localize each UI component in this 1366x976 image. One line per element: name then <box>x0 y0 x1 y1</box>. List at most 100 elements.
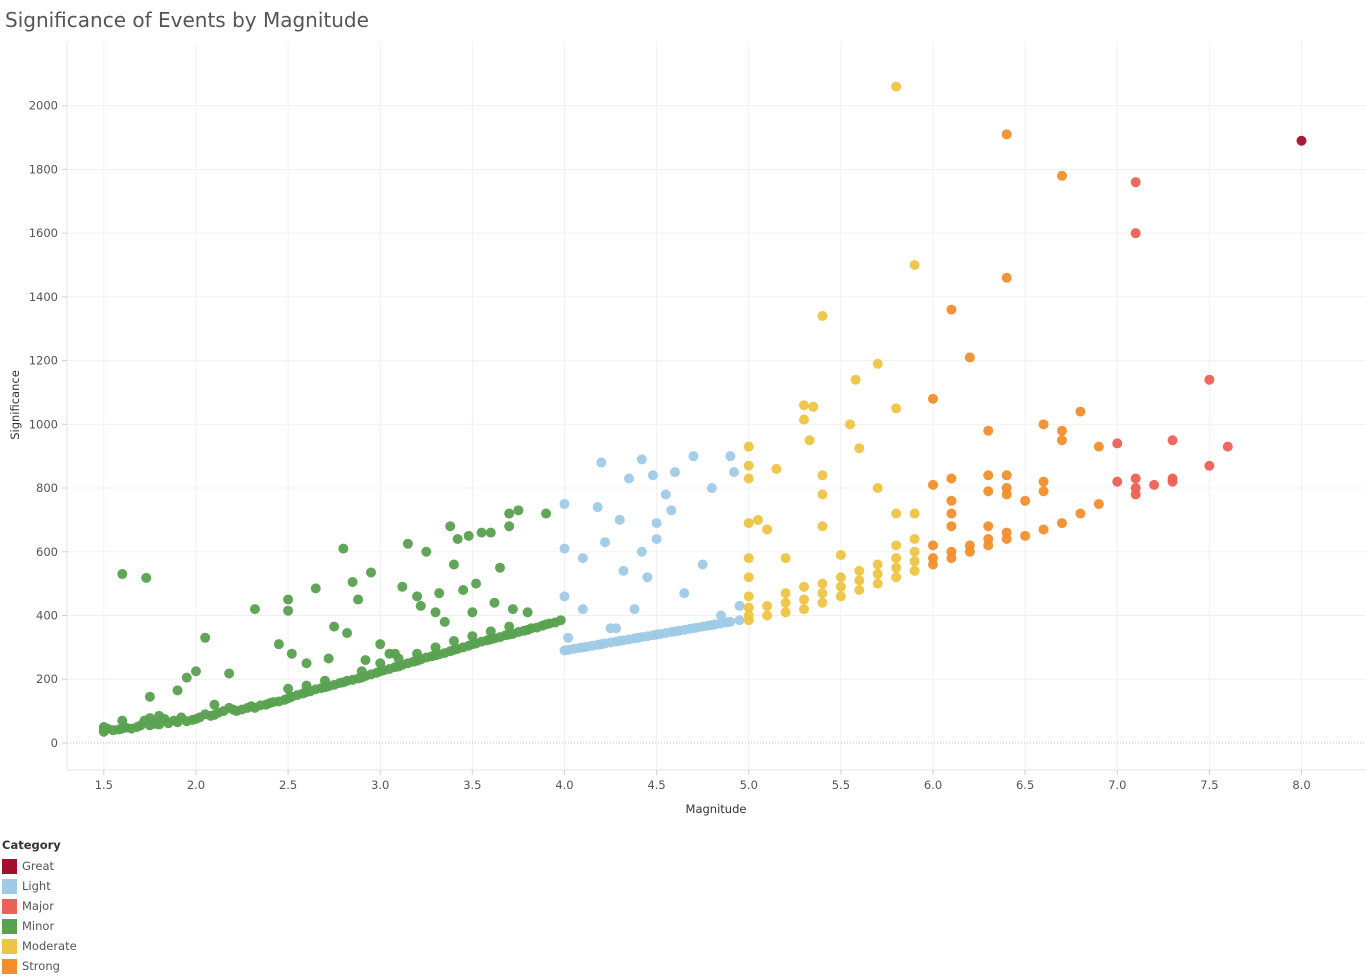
scatter-point-minor[interactable] <box>495 562 505 573</box>
scatter-point-light[interactable] <box>725 451 736 462</box>
scatter-point-moderate[interactable] <box>854 575 865 586</box>
scatter-point-moderate[interactable] <box>817 310 828 321</box>
scatter-point-minor[interactable] <box>412 591 423 602</box>
scatter-point-moderate[interactable] <box>872 559 883 570</box>
scatter-point-strong[interactable] <box>1038 419 1049 430</box>
scatter-point-minor[interactable] <box>467 607 478 618</box>
scatter-point-moderate[interactable] <box>799 604 810 615</box>
scatter-point-major[interactable] <box>1130 489 1141 500</box>
scatter-point-moderate[interactable] <box>743 591 754 602</box>
scatter-point-moderate[interactable] <box>743 518 754 529</box>
scatter-point-strong[interactable] <box>983 470 994 481</box>
scatter-point-strong[interactable] <box>1056 518 1067 529</box>
scatter-point-strong[interactable] <box>1001 527 1012 538</box>
scatter-point-strong[interactable] <box>1001 489 1012 500</box>
scatter-point-moderate[interactable] <box>817 489 828 500</box>
scatter-point-moderate[interactable] <box>854 565 865 576</box>
scatter-point-moderate[interactable] <box>891 508 902 519</box>
scatter-point-light[interactable] <box>577 604 588 615</box>
scatter-point-minor[interactable] <box>323 653 334 664</box>
scatter-point-light[interactable] <box>618 565 629 576</box>
scatter-point-major[interactable] <box>1149 479 1160 490</box>
scatter-point-moderate[interactable] <box>743 572 754 583</box>
scatter-point-minor[interactable] <box>452 534 463 545</box>
scatter-point-strong[interactable] <box>928 479 938 490</box>
scatter-point-minor[interactable] <box>439 616 450 627</box>
scatter-point-moderate[interactable] <box>891 81 902 92</box>
scatter-point-minor[interactable] <box>141 572 152 583</box>
scatter-point-strong[interactable] <box>946 508 957 519</box>
scatter-point-light[interactable] <box>636 454 647 465</box>
scatter-point-strong[interactable] <box>1020 530 1031 541</box>
scatter-point-minor[interactable] <box>513 505 524 516</box>
scatter-point-strong[interactable] <box>1038 486 1049 497</box>
scatter-point-moderate[interactable] <box>850 374 861 385</box>
scatter-point-major[interactable] <box>1112 476 1123 487</box>
scatter-point-moderate[interactable] <box>743 473 754 484</box>
scatter-point-moderate[interactable] <box>817 578 828 589</box>
scatter-point-minor[interactable] <box>200 632 211 643</box>
legend-item-light[interactable]: Light <box>2 876 77 896</box>
scatter-point-minor[interactable] <box>397 581 408 592</box>
scatter-point-moderate[interactable] <box>872 358 883 369</box>
scatter-point-light[interactable] <box>559 543 570 554</box>
scatter-point-strong[interactable] <box>946 521 957 532</box>
scatter-point-strong[interactable] <box>1020 495 1031 506</box>
scatter-point-light[interactable] <box>706 483 717 494</box>
scatter-point-light[interactable] <box>666 505 677 516</box>
scatter-point-light[interactable] <box>729 467 740 478</box>
scatter-point-strong[interactable] <box>1056 170 1067 181</box>
scatter-point-minor[interactable] <box>476 527 487 538</box>
scatter-point-major[interactable] <box>1222 441 1233 452</box>
scatter-point-minor[interactable] <box>249 604 260 615</box>
scatter-point-moderate[interactable] <box>909 260 920 271</box>
scatter-point-moderate[interactable] <box>872 569 883 580</box>
scatter-point-light[interactable] <box>629 604 640 615</box>
scatter-point-minor[interactable] <box>310 583 321 594</box>
legend-item-major[interactable]: Major <box>2 896 77 916</box>
scatter-point-light[interactable] <box>559 591 570 602</box>
scatter-point-moderate[interactable] <box>909 546 920 557</box>
scatter-point-minor[interactable] <box>522 607 533 618</box>
scatter-point-moderate[interactable] <box>872 578 883 589</box>
scatter-point-minor[interactable] <box>301 658 312 669</box>
scatter-point-moderate[interactable] <box>780 588 791 599</box>
scatter-point-minor[interactable] <box>338 543 349 554</box>
scatter-point-strong[interactable] <box>964 540 975 551</box>
scatter-point-strong[interactable] <box>983 521 994 532</box>
scatter-point-minor[interactable] <box>181 672 192 683</box>
scatter-point-minor[interactable] <box>485 527 496 538</box>
scatter-point-minor[interactable] <box>421 546 432 557</box>
scatter-point-minor[interactable] <box>541 508 552 519</box>
scatter-point-strong[interactable] <box>983 486 994 497</box>
scatter-point-moderate[interactable] <box>817 597 828 608</box>
scatter-point-strong[interactable] <box>1038 524 1049 535</box>
scatter-point-moderate[interactable] <box>762 610 773 621</box>
scatter-point-light[interactable] <box>660 489 671 500</box>
scatter-point-light[interactable] <box>647 470 658 481</box>
scatter-point-moderate[interactable] <box>780 607 791 618</box>
scatter-point-moderate[interactable] <box>909 556 920 567</box>
scatter-point-moderate[interactable] <box>909 508 920 519</box>
scatter-point-minor[interactable] <box>375 639 386 650</box>
scatter-point-major[interactable] <box>1204 374 1215 385</box>
scatter-point-moderate[interactable] <box>835 591 846 602</box>
scatter-point-moderate[interactable] <box>909 565 920 576</box>
scatter-point-major[interactable] <box>1204 460 1215 471</box>
scatter-point-moderate[interactable] <box>817 470 828 481</box>
scatter-point-major[interactable] <box>1130 177 1141 188</box>
scatter-point-minor[interactable] <box>353 594 364 605</box>
scatter-point-major[interactable] <box>1167 476 1178 487</box>
scatter-point-light[interactable] <box>563 632 574 643</box>
scatter-point-moderate[interactable] <box>835 572 846 583</box>
scatter-point-strong[interactable] <box>928 540 938 551</box>
scatter-point-minor[interactable] <box>489 597 500 608</box>
scatter-point-minor[interactable] <box>144 691 155 702</box>
scatter-point-moderate[interactable] <box>854 584 865 595</box>
scatter-point-moderate[interactable] <box>909 534 920 545</box>
scatter-point-minor[interactable] <box>504 521 515 532</box>
scatter-point-light[interactable] <box>725 616 736 627</box>
scatter-point-minor[interactable] <box>342 628 353 639</box>
scatter-point-minor[interactable] <box>402 538 413 549</box>
scatter-point-light[interactable] <box>651 518 662 529</box>
